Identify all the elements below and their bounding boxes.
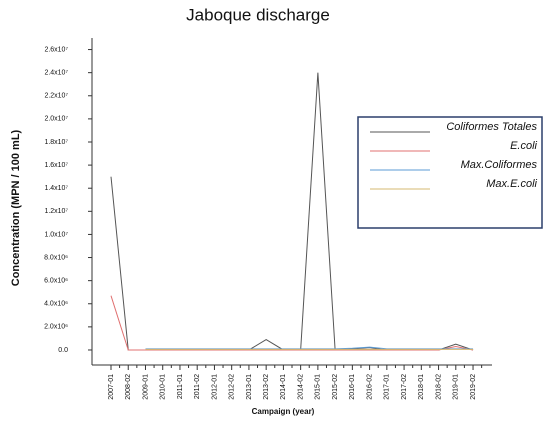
series-line bbox=[110, 295, 474, 351]
x-tick-label: 2013-01 bbox=[246, 374, 253, 400]
x-tick-label: 2007-01 bbox=[108, 374, 115, 400]
legend-box bbox=[357, 116, 543, 229]
x-tick-label: 2018-01 bbox=[418, 374, 425, 400]
x-tick-label: 2015-01 bbox=[315, 374, 322, 400]
x-tick-label: 2012-01 bbox=[211, 374, 218, 400]
x-tick-label: 2014-01 bbox=[280, 374, 287, 400]
y-tick-label: 8.0x10⁶ bbox=[44, 254, 68, 261]
y-tick-label: 2.4x10⁷ bbox=[44, 70, 68, 77]
y-tick-label: 1.0x10⁷ bbox=[44, 231, 68, 238]
y-tick-label: 1.8x10⁷ bbox=[44, 139, 68, 146]
y-tick-label: 2.6x10⁷ bbox=[44, 46, 68, 53]
x-tick-label: 2016-01 bbox=[349, 374, 356, 400]
y-tick-label: 2.0x10⁷ bbox=[44, 116, 68, 123]
legend-label: Max.E.coli bbox=[486, 178, 537, 190]
y-tick-label: 0.0 bbox=[58, 347, 68, 354]
y-tick-label: 4.0x10⁶ bbox=[44, 301, 68, 308]
x-tick-label: 2016-02 bbox=[366, 374, 373, 400]
x-tick-label: 2017-01 bbox=[384, 374, 391, 400]
legend-label: E.coli bbox=[510, 140, 537, 152]
y-tick-label: 6.0x10⁶ bbox=[44, 277, 68, 284]
y-axis-title: Concentration (MPN / 100 mL) bbox=[10, 129, 22, 286]
x-tick-label: 2017-02 bbox=[401, 374, 408, 400]
chart-title: Jaboque discharge bbox=[186, 5, 330, 24]
x-tick-label: 2010-01 bbox=[160, 374, 167, 400]
y-tick-label: 1.6x10⁷ bbox=[44, 162, 68, 169]
legend-label: Coliformes Totales bbox=[446, 121, 537, 133]
x-tick-label: 2008-02 bbox=[125, 374, 132, 400]
y-tick-label: 1.4x10⁷ bbox=[44, 185, 68, 192]
y-tick-label: 2.0x10⁶ bbox=[44, 324, 68, 331]
x-axis-title: Campaign (year) bbox=[252, 407, 315, 416]
x-tick-label: 2011-02 bbox=[194, 374, 201, 399]
x-tick-label: 2019-02 bbox=[470, 374, 477, 400]
x-tick-label: 2015-02 bbox=[332, 374, 339, 400]
series-line bbox=[145, 346, 474, 350]
x-tick-label: 2009-01 bbox=[142, 374, 149, 400]
y-tick-label: 2.2x10⁷ bbox=[44, 93, 68, 100]
x-tick-label: 2014-02 bbox=[297, 374, 304, 400]
y-tick-label: 1.2x10⁷ bbox=[44, 208, 68, 215]
x-tick-label: 2011-01 bbox=[177, 374, 184, 399]
x-tick-label: 2019-01 bbox=[453, 374, 460, 400]
x-tick-label: 2012-02 bbox=[229, 374, 236, 400]
x-tick-label: 2018-02 bbox=[435, 374, 442, 400]
legend-label: Max.Coliformes bbox=[461, 159, 538, 171]
x-tick-label: 2013-02 bbox=[263, 374, 270, 400]
